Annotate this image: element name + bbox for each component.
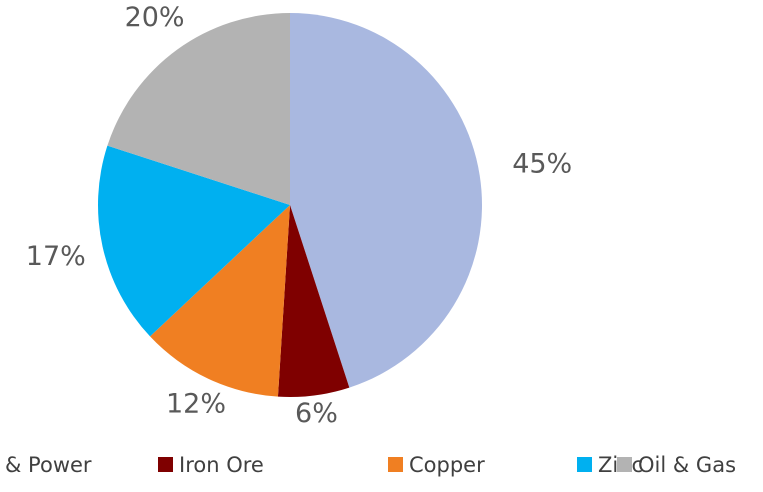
data-label: 20% xyxy=(125,2,185,33)
legend-label: & Power xyxy=(5,453,92,477)
pie-slice xyxy=(150,205,290,397)
legend-swatch xyxy=(158,457,173,472)
pie-slice xyxy=(277,205,350,397)
data-label: 45% xyxy=(512,149,572,180)
legend-swatch xyxy=(388,457,403,472)
legend-swatch xyxy=(577,457,592,472)
legend-label: Copper xyxy=(409,453,485,477)
legend-label: Oil & Gas xyxy=(638,453,736,477)
pie-slice xyxy=(290,13,483,388)
legend-label: Iron Ore xyxy=(179,453,264,477)
data-label: 12% xyxy=(166,388,226,419)
data-label: 17% xyxy=(26,241,86,272)
data-label: 6% xyxy=(295,398,338,429)
pie-slice xyxy=(98,145,291,337)
legend-swatch xyxy=(617,457,632,472)
pie-slice xyxy=(107,13,290,205)
